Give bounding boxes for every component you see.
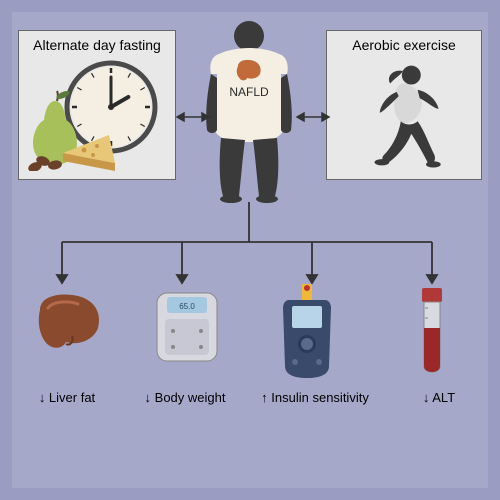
- panel-alternate-day-fasting: Alternate day fasting: [18, 30, 176, 180]
- panel-right-title: Aerobic exercise: [333, 37, 475, 53]
- runner-illustration: [333, 57, 477, 173]
- panel-left-title: Alternate day fasting: [25, 37, 169, 53]
- outcome-glucometer-icon: [267, 282, 347, 387]
- panel-aerobic-exercise: Aerobic exercise: [326, 30, 482, 180]
- outcome-liver-icon: [30, 282, 110, 367]
- outcome-bloodtube-icon: [402, 282, 462, 387]
- outcome-label-liver-fat: ↓ Liver fat: [12, 390, 122, 405]
- nafld-label: NAFLD: [229, 85, 269, 99]
- svg-text:65.0: 65.0: [179, 302, 195, 311]
- inner-area: Alternate day fasting: [12, 12, 488, 488]
- outcome-label-body-weight: ↓ Body weight: [130, 390, 240, 405]
- outcome-label-alt: ↓ ALT: [384, 390, 494, 405]
- infographic-canvas: Alternate day fasting: [0, 0, 500, 500]
- center-figure-nafld: NAFLD: [194, 18, 304, 204]
- fasting-illustration: [25, 57, 171, 171]
- outcome-label-insulin: ↑ Insulin sensitivity: [260, 390, 370, 405]
- outcome-scale-icon: 65.0: [147, 282, 227, 377]
